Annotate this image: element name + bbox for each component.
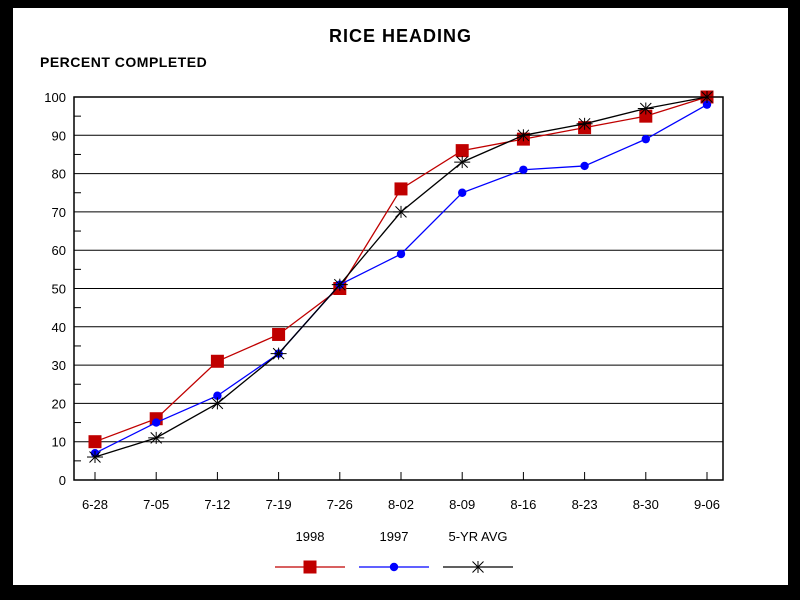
5-yr-avg-marker xyxy=(639,102,652,115)
5-yr-avg-marker xyxy=(333,278,346,291)
1997-marker xyxy=(580,161,589,171)
1997-marker xyxy=(519,165,528,174)
chart-title: RICE HEADING xyxy=(328,26,472,46)
y-tick-label: 30 xyxy=(52,358,66,373)
y-tick-label: 90 xyxy=(52,128,66,143)
legend-label-1997: 1997 xyxy=(380,529,409,544)
x-tick-label: 8-09 xyxy=(449,497,475,512)
5-yr-avg-marker xyxy=(517,129,530,142)
x-tick-label: 8-16 xyxy=(510,497,536,512)
series-line-1997 xyxy=(94,104,708,454)
y-tick-label: 20 xyxy=(52,396,66,411)
1998-marker xyxy=(210,354,224,368)
1997-marker xyxy=(641,134,650,144)
1997-marker xyxy=(702,100,712,109)
x-tick-label: 7-05 xyxy=(143,497,169,512)
5-yr-avg-marker xyxy=(472,561,484,573)
1998-marker xyxy=(303,560,317,574)
x-tick-label: 7-26 xyxy=(327,497,353,512)
1997-marker xyxy=(389,562,399,572)
y-tick-label: 70 xyxy=(52,205,66,220)
1998-marker xyxy=(455,144,469,158)
x-tick-label: 7-12 xyxy=(204,497,230,512)
1997-marker xyxy=(458,188,467,197)
1998-marker xyxy=(394,182,408,196)
y-tick-label: 10 xyxy=(52,435,66,450)
x-tick-label: 8-02 xyxy=(388,497,414,512)
y-tick-label: 0 xyxy=(59,473,66,488)
chart-panel: RICE HEADING PERCENT COMPLETED 0 10 20 30 40… xyxy=(13,8,788,585)
5-yr-avg-marker xyxy=(211,397,224,410)
x-tick-label: 6-28 xyxy=(82,497,108,512)
y-tick-label: 40 xyxy=(52,320,66,335)
5-yr-avg-marker xyxy=(272,347,285,360)
1997-marker xyxy=(152,418,161,427)
1998-marker xyxy=(639,109,653,123)
plot-border xyxy=(73,96,724,481)
y-tick-label: 50 xyxy=(52,282,66,297)
y-axis-title: PERCENT COMPLETED xyxy=(40,54,208,70)
series-line-1998 xyxy=(94,96,708,443)
1998-marker xyxy=(88,435,102,449)
5-yr-avg-marker xyxy=(456,156,469,168)
line-chart: 0 10 20 30 40 50 60 70 80 90 100 6-28 7-05 7-12 7-19 7-… xyxy=(44,90,724,574)
x-tick-label: 7-19 xyxy=(266,497,292,512)
5-yr-avg-marker xyxy=(578,117,591,130)
x-tick-label: 8-30 xyxy=(633,497,659,512)
5-yr-avg-marker xyxy=(89,451,101,463)
y-tick-label: 60 xyxy=(52,243,66,258)
x-tick-label: 9-06 xyxy=(694,497,720,512)
5-yr-avg-marker xyxy=(701,91,713,103)
5-yr-avg-marker xyxy=(395,206,407,218)
1998-marker xyxy=(272,327,286,341)
5-yr-avg-marker xyxy=(150,432,163,444)
1997-marker xyxy=(396,249,406,259)
x-tick-label: 8-23 xyxy=(572,497,598,512)
legend-label-5-yr-avg: 5-YR AVG xyxy=(448,529,507,544)
y-tick-label: 80 xyxy=(52,167,66,182)
legend-label-1998: 1998 xyxy=(296,529,325,544)
y-tick-label: 100 xyxy=(44,90,66,105)
1997-marker xyxy=(213,391,222,400)
